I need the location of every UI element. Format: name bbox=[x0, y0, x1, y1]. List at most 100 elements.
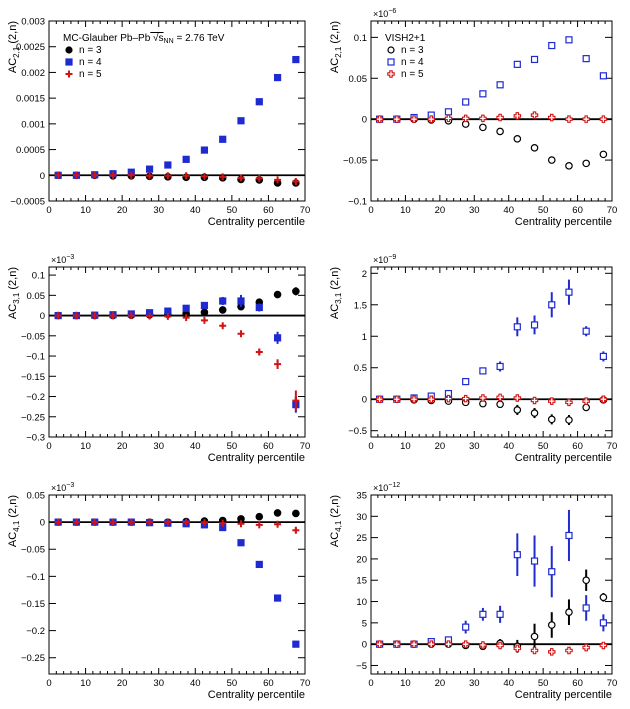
data-point bbox=[255, 521, 263, 529]
data-point bbox=[127, 312, 135, 320]
legend-title: VISH2+1 bbox=[385, 33, 426, 44]
x-tick-label: 0 bbox=[368, 441, 373, 452]
data-point bbox=[479, 394, 487, 402]
data-point bbox=[145, 165, 154, 173]
legend-marker bbox=[387, 46, 395, 54]
data-point bbox=[72, 518, 80, 526]
legend-entry: n = 3 bbox=[401, 45, 424, 56]
data-point bbox=[218, 306, 227, 314]
data-point bbox=[479, 114, 487, 123]
data-point bbox=[582, 643, 590, 652]
data-point bbox=[200, 172, 208, 180]
x-tick-label: 0 bbox=[46, 205, 51, 216]
x-tick-label: 40 bbox=[503, 678, 514, 689]
legend-entry: n = 5 bbox=[79, 69, 102, 80]
data-point bbox=[530, 632, 539, 641]
data-point bbox=[200, 301, 209, 310]
data-point bbox=[146, 172, 154, 180]
y-axis-title: AC2,1 (2,n) bbox=[7, 21, 21, 73]
legend-marker bbox=[65, 70, 73, 78]
x-tick-label: 70 bbox=[300, 441, 311, 452]
data-point bbox=[54, 518, 62, 526]
legend-entry: n = 3 bbox=[79, 45, 102, 56]
data-point bbox=[292, 526, 300, 534]
series-n-5 bbox=[375, 111, 608, 123]
y-tick-label: −0.3 bbox=[26, 433, 45, 444]
data-point bbox=[182, 518, 190, 526]
data-point bbox=[182, 314, 190, 322]
data-point bbox=[530, 321, 539, 329]
data-point bbox=[255, 174, 263, 182]
data-point bbox=[292, 397, 300, 405]
y-tick-label: 15 bbox=[356, 576, 367, 587]
panel-mc-ac31: 0 10 20 30 40 50 60 70 −0.3 −0.25 −0.2 −0.15 −0.1 −0.… bbox=[7, 254, 310, 464]
data-point bbox=[513, 551, 521, 559]
y-tick-label: −0.05 bbox=[21, 545, 45, 556]
data-point bbox=[547, 415, 556, 424]
y-tick-label: −0.2 bbox=[26, 392, 45, 403]
data-point bbox=[219, 135, 227, 143]
data-point bbox=[599, 593, 608, 602]
data-point bbox=[496, 393, 504, 402]
x-tick-label: 50 bbox=[538, 678, 549, 689]
data-point bbox=[548, 301, 556, 309]
x-tick-label: 40 bbox=[190, 678, 201, 689]
x-tick-label: 20 bbox=[117, 205, 128, 216]
x-tick-label: 0 bbox=[368, 205, 373, 216]
data-point bbox=[582, 604, 590, 612]
plot-frame bbox=[48, 20, 306, 202]
y-tick-label: 30 bbox=[356, 512, 367, 523]
x-tick-label: 60 bbox=[263, 205, 274, 216]
data-point bbox=[462, 623, 470, 631]
data-point bbox=[496, 81, 504, 89]
data-point bbox=[565, 416, 573, 424]
data-point bbox=[548, 397, 556, 405]
y-axis-title: AC4,1 (2,n) bbox=[7, 495, 21, 547]
x-axis-title: Centrality percentile bbox=[208, 216, 305, 228]
data-point bbox=[479, 367, 487, 375]
data-point bbox=[547, 621, 556, 629]
y-tick-label: 0.05 bbox=[349, 74, 368, 85]
x-tick-label: 70 bbox=[300, 205, 311, 216]
data-point bbox=[582, 397, 590, 405]
data-point bbox=[513, 112, 522, 120]
data-point bbox=[200, 308, 209, 317]
data-point bbox=[273, 290, 282, 299]
data-point bbox=[479, 90, 487, 98]
x-tick-label: 20 bbox=[117, 678, 128, 689]
series-n-4 bbox=[376, 279, 607, 403]
data-point bbox=[182, 155, 190, 163]
y-tick-label: 2 bbox=[362, 269, 367, 280]
data-point bbox=[599, 641, 608, 650]
data-point bbox=[375, 115, 384, 123]
x-tick-label: 0 bbox=[46, 441, 51, 452]
series-n-4 bbox=[54, 518, 300, 648]
y-axis-title: AC4,1 (2,n) bbox=[329, 495, 343, 547]
y-axis-title: AC2,1 (2,n) bbox=[329, 21, 343, 73]
y-tick-label: 0.0015 bbox=[16, 94, 45, 105]
x-tick-label: 60 bbox=[263, 441, 274, 452]
x-tick-label: 30 bbox=[153, 441, 164, 452]
data-point bbox=[146, 518, 154, 526]
y-tick-label: 0 bbox=[40, 171, 45, 182]
x-tick-label: 20 bbox=[435, 441, 446, 452]
data-point bbox=[255, 560, 263, 569]
y-tick-label: −0.05 bbox=[21, 331, 45, 342]
data-point bbox=[496, 610, 504, 618]
y-axis-title: AC3,1 (2,n) bbox=[329, 267, 343, 319]
y-exponent-label: ×10−3 bbox=[51, 482, 74, 493]
series-n-4 bbox=[376, 509, 607, 648]
x-tick-label: 70 bbox=[607, 441, 618, 452]
data-point bbox=[479, 123, 487, 132]
data-point bbox=[444, 394, 453, 403]
y-exponent-label: ×10−6 bbox=[373, 8, 396, 19]
x-tick-label: 10 bbox=[400, 678, 411, 689]
y-tick-label: 35 bbox=[356, 491, 367, 502]
data-point bbox=[237, 297, 245, 305]
data-point bbox=[109, 171, 117, 179]
series-n-3 bbox=[375, 115, 608, 170]
y-tick-label: 0 bbox=[40, 518, 45, 529]
data-point bbox=[200, 146, 209, 154]
